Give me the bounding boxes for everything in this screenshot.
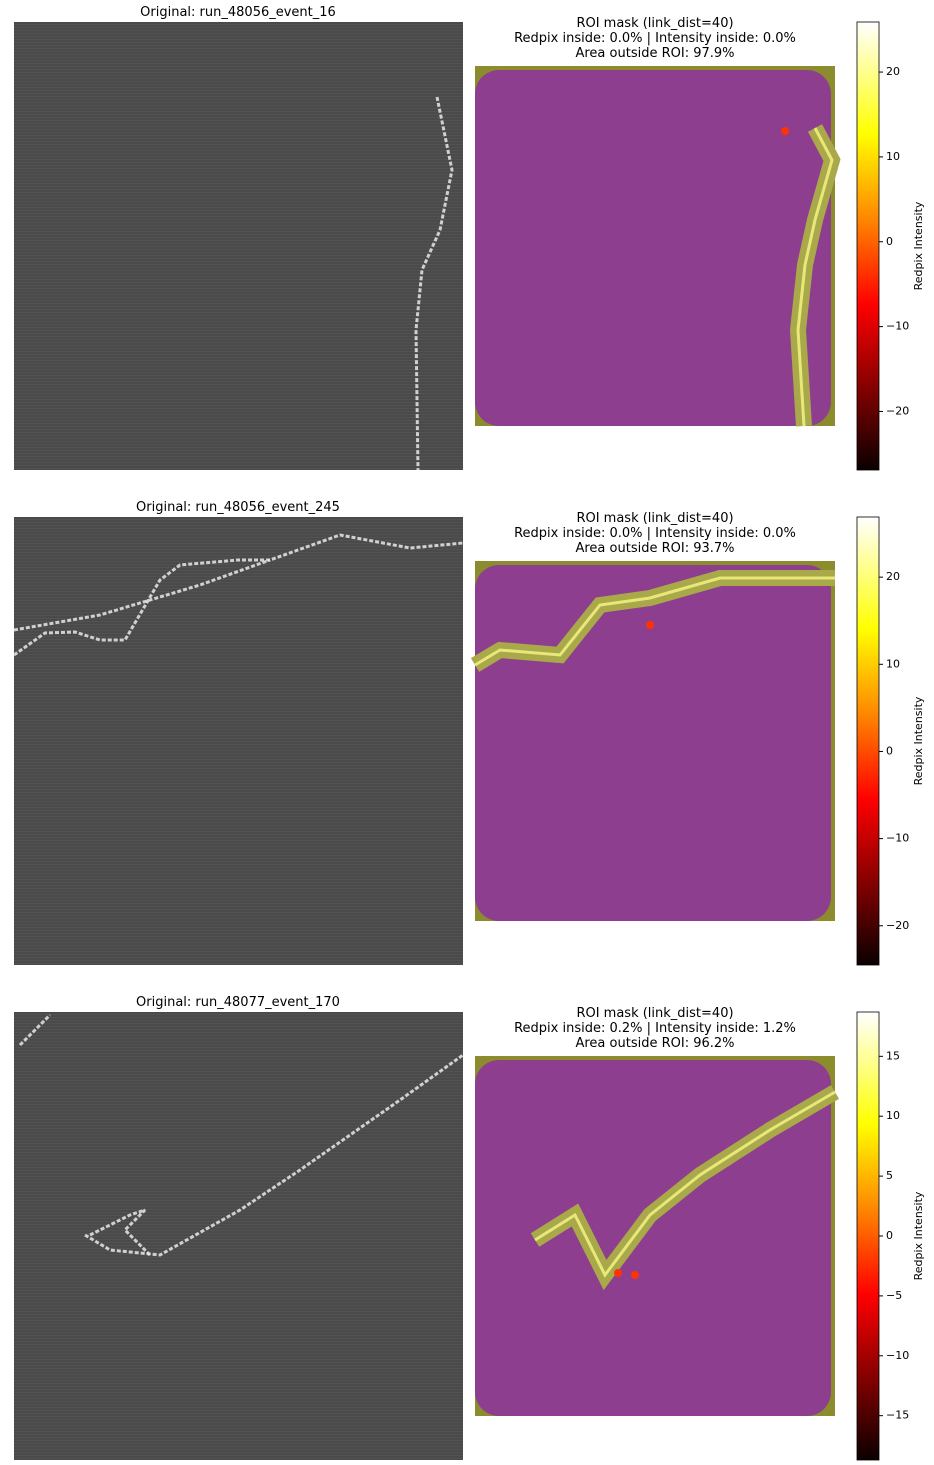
colorbar-tick-label: −20 <box>886 919 909 932</box>
colorbar-tick-label: 0 <box>886 744 893 757</box>
original-title: Original: run_48077_event_170 <box>136 995 340 1010</box>
colorbar-tick-label: −20 <box>886 404 909 417</box>
roi-title: Area outside ROI: 96.2% <box>575 1036 734 1051</box>
filament <box>18 1013 52 1047</box>
colorbar-tick-label: 20 <box>886 570 900 583</box>
filament <box>414 96 454 471</box>
colorbar-tick-label: −5 <box>886 1289 902 1302</box>
colorbar-tick-label: 10 <box>886 150 900 163</box>
colorbar-tick-label: 10 <box>886 1109 900 1122</box>
colorbar-tick-label: 20 <box>886 65 900 78</box>
filament <box>13 533 464 657</box>
original-title: Original: run_48056_event_245 <box>136 500 340 515</box>
colorbar-tick-label: 15 <box>886 1049 900 1062</box>
colorbar-tick-label: −10 <box>886 1349 909 1362</box>
colorbar <box>856 1011 880 1461</box>
redpix <box>631 1271 639 1279</box>
colorbar-tick-label: 0 <box>886 235 893 248</box>
colorbar <box>856 21 880 471</box>
roi-title: Redpix inside: 0.0% | Intensity inside: … <box>514 31 796 46</box>
roi-title: Area outside ROI: 97.9% <box>575 46 734 61</box>
colorbar-label: Redpix Intensity <box>912 201 925 290</box>
redpix <box>614 1269 622 1277</box>
roi-title: Redpix inside: 0.0% | Intensity inside: … <box>514 526 796 541</box>
roi-filament <box>796 127 834 427</box>
roi-filament <box>474 576 835 667</box>
filament <box>13 558 271 632</box>
roi-filament <box>534 1090 836 1278</box>
roi-mask <box>475 565 831 921</box>
filament <box>84 1053 464 1257</box>
colorbar-tick-label: −15 <box>886 1409 909 1422</box>
colorbar-label: Redpix Intensity <box>912 696 925 785</box>
colorbar-tick-label: −10 <box>886 832 909 845</box>
roi-title: ROI mask (link_dist=40) <box>576 511 733 526</box>
colorbar-tick-label: −10 <box>886 320 909 333</box>
roi-title: ROI mask (link_dist=40) <box>576 1006 733 1021</box>
colorbar-tick-label: 0 <box>886 1229 893 1242</box>
colorbar-tick-label: 5 <box>886 1169 893 1182</box>
roi-title: Redpix inside: 0.2% | Intensity inside: … <box>514 1021 796 1036</box>
roi-title: Area outside ROI: 93.7% <box>575 541 734 556</box>
colorbar-label: Redpix Intensity <box>912 1191 925 1280</box>
filament <box>89 1208 152 1257</box>
colorbar-tick-label: 10 <box>886 657 900 670</box>
redpix <box>646 621 654 629</box>
roi-mask <box>475 1060 831 1416</box>
original-image <box>14 22 463 470</box>
original-image <box>14 517 463 965</box>
colorbar <box>856 516 880 966</box>
redpix <box>781 127 789 135</box>
roi-title: ROI mask (link_dist=40) <box>576 16 733 31</box>
roi-mask <box>475 70 831 426</box>
original-image <box>14 1012 463 1460</box>
original-title: Original: run_48056_event_16 <box>140 5 336 20</box>
